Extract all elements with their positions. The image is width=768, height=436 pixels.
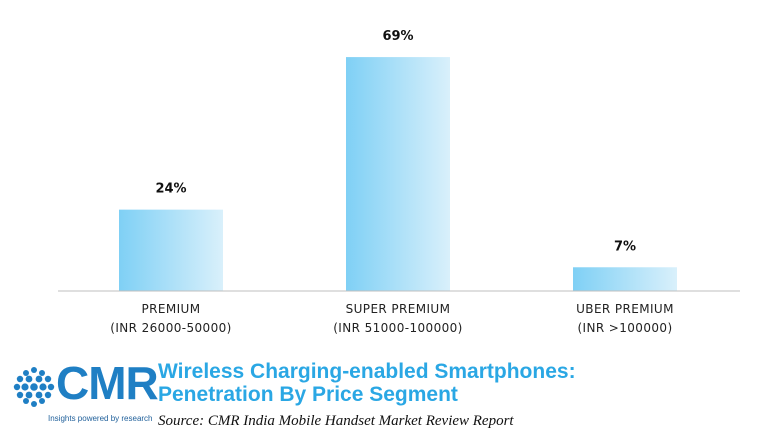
chart-title-line-1: Wireless Charging-enabled Smartphones:	[158, 360, 576, 383]
bar-2	[346, 57, 450, 292]
bar-3	[573, 267, 677, 291]
chart-title: Wireless Charging-enabled Smartphones: P…	[158, 360, 576, 406]
bar-1	[119, 209, 223, 291]
category-label-2-line-1: SUPER PREMIUM	[346, 302, 451, 316]
labels-layer: 24% 69% 7%	[155, 29, 636, 254]
bar-chart: 24% 69% 7% PREMIUM (INR 26000-50000) SUPER P…	[58, 29, 740, 335]
category-label-3-line-2: (INR >100000)	[577, 321, 672, 335]
bars-layer	[119, 57, 677, 292]
category-labels-layer: PREMIUM (INR 26000-50000) SUPER PREMIUM (IN…	[110, 302, 674, 335]
cmr-dot-globe-icon	[13, 367, 55, 407]
cmr-logo: CMR Insights powered by research	[12, 360, 159, 423]
category-label-1-line-2: (INR 26000-50000)	[110, 321, 232, 335]
logo-tagline: Insights powered by research	[48, 414, 153, 423]
chart-title-line-2: Penetration By Price Segment	[158, 383, 458, 406]
data-label-3: 7%	[614, 239, 636, 254]
footer: CMR Insights powered by research Wireles…	[0, 350, 768, 436]
category-label-2-line-2: (INR 51000-100000)	[333, 321, 463, 335]
category-label-3-line-1: UBER PREMIUM	[576, 302, 674, 316]
category-label-1-line-1: PREMIUM	[142, 302, 201, 316]
logo-wordmark: CMR	[56, 357, 159, 409]
data-label-1: 24%	[155, 182, 186, 197]
source-note: Source: CMR India Mobile Handset Market …	[158, 413, 514, 429]
data-label-2: 69%	[382, 29, 413, 44]
